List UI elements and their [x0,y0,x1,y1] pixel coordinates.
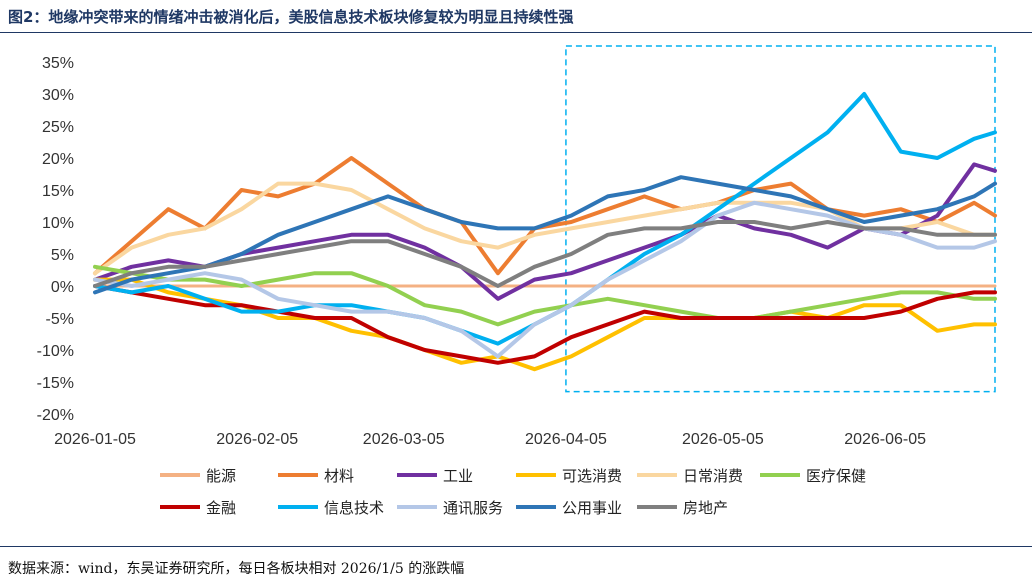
y-tick-label: -5% [46,311,74,328]
title-rule [0,32,1032,33]
legend-label: 能源 [206,467,236,485]
y-tick-label: 10% [42,215,74,232]
legend-label: 日常消费 [683,467,743,485]
chart-title: 图2：地缘冲突带来的情绪冲击被消化后，美股信息技术板块修复较为明显且持续性强 [8,8,574,26]
y-tick-label: 30% [42,87,74,104]
series-line-6 [93,264,997,327]
y-tick-label: 25% [42,119,74,136]
y-tick-label: 5% [51,247,74,264]
data-source-note: 数据来源：wind，东吴证券研究所，每日各板块相对 2026/1/5 的涨跌幅 [8,561,465,577]
series-line-2 [93,156,997,276]
legend-label: 材料 [324,467,354,485]
source-rule [0,546,1032,547]
legend-label: 医疗保健 [806,467,866,485]
x-tick-label: 2026-06-05 [844,431,926,448]
y-tick-label: 20% [42,151,74,168]
y-tick-label: -10% [37,343,74,360]
legend-label: 通讯服务 [443,499,503,517]
x-tick-label: 2026-01-05 [54,431,136,448]
x-tick-label: 2026-05-05 [682,431,764,448]
y-tick-label: 15% [42,183,74,200]
legend-label: 金融 [206,499,236,517]
legend-label: 工业 [443,467,473,485]
legend-label: 房地产 [683,499,728,517]
series-line-11 [93,220,997,288]
x-tick-label: 2026-02-05 [216,431,298,448]
series-line-10 [93,175,997,295]
legend-label: 可选消费 [562,467,622,485]
legend-label: 信息技术 [324,499,384,517]
legend-label: 公用事业 [562,499,622,517]
y-tick-label: -15% [37,375,74,392]
highlight-box [565,45,996,393]
line-chart: 35% 30% 25% 20% 15% 10% 5% 0% -5% -10% -15% -20% 202… [37,45,997,517]
x-tick-label: 2026-04-05 [525,431,607,448]
y-tick-label: 35% [42,55,74,72]
x-tick-label: 2026-03-05 [363,431,445,448]
series-line-7 [93,284,997,365]
series-line-4 [93,277,997,372]
y-tick-label: -20% [37,407,74,424]
y-tick-label: 0% [51,279,74,296]
